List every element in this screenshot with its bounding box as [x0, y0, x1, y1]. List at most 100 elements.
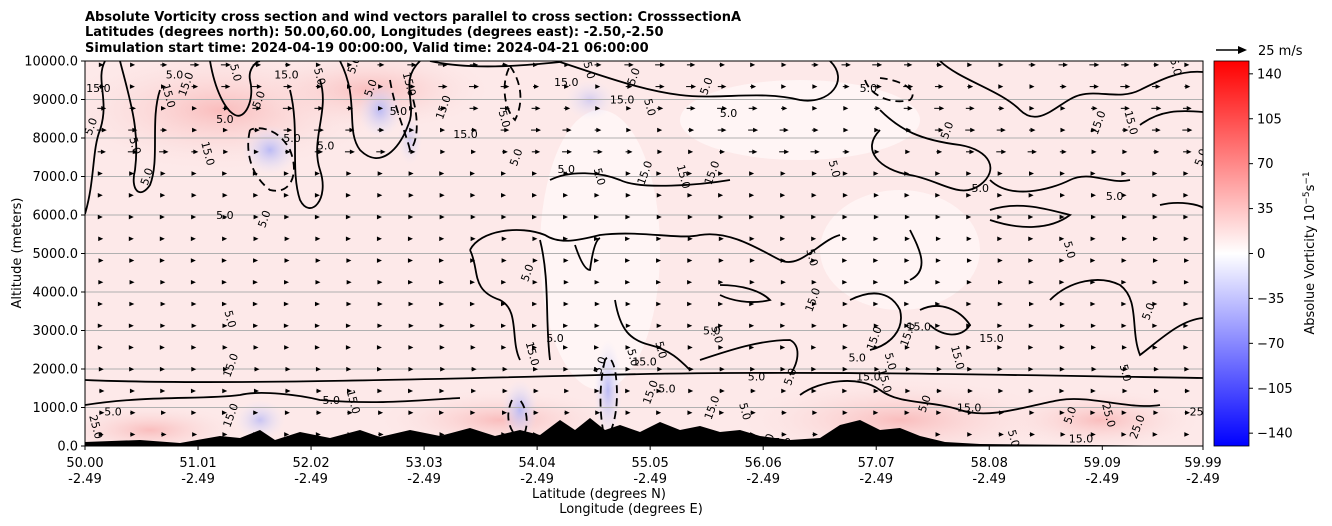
wind-vector-head	[191, 323, 197, 329]
contour-line	[719, 284, 772, 303]
wind-vector-head	[287, 84, 293, 89]
wind-vector-head	[690, 62, 696, 68]
wind-vector-head	[1090, 171, 1096, 176]
wind-vector-head	[376, 258, 382, 263]
wind-vector-head	[285, 62, 291, 68]
wind-vector-head	[535, 127, 541, 133]
wind-vector-head	[222, 388, 228, 394]
wind-vector-head	[101, 106, 107, 111]
wind-vector-head	[656, 236, 662, 242]
wind-vector-head	[904, 214, 910, 220]
x-tick-label-lat: 54.04	[519, 456, 556, 471]
wind-vector-head	[408, 279, 414, 285]
wind-vector-head	[687, 301, 693, 307]
wind-vector-head	[873, 345, 879, 350]
wind-vector-head	[625, 323, 631, 329]
wind-vector-head	[935, 192, 941, 198]
contour-label: 5.0	[736, 401, 753, 421]
wind-vector-head	[811, 301, 817, 307]
wind-vector-head	[411, 62, 417, 68]
wind-vector-head	[98, 62, 104, 68]
wind-vector-head	[222, 171, 228, 176]
contour-label: 5.0	[1167, 57, 1184, 77]
wind-vector-head	[1059, 345, 1065, 350]
wind-vector-head	[749, 236, 755, 242]
wind-vector-head	[470, 410, 476, 416]
wind-vector-head	[781, 62, 787, 68]
wind-vector-head	[473, 84, 479, 89]
wind-vector-head	[284, 236, 290, 242]
wind-vector-head	[749, 323, 755, 329]
wind-vector-head	[1091, 366, 1097, 372]
wind-vector-head	[253, 258, 259, 263]
field-blob	[358, 82, 402, 138]
negative-contour-line	[389, 79, 418, 152]
colorbar-tick-label: −105	[1257, 382, 1293, 397]
wind-vector-head	[718, 301, 724, 307]
wind-vector-head	[781, 410, 787, 416]
contour-line	[909, 229, 923, 281]
wind-vector-head	[625, 258, 631, 263]
wind-vector-head	[345, 345, 351, 350]
wind-vector-head	[470, 258, 476, 263]
wind-vector-head	[749, 214, 755, 220]
wind-vector-head	[378, 106, 384, 111]
wind-vector-head	[563, 301, 569, 307]
wind-vector-head	[627, 84, 633, 89]
wind-vector-head	[315, 366, 321, 372]
wind-vector-head	[1121, 171, 1127, 176]
wind-vector-head	[161, 432, 167, 437]
wind-vector-head	[594, 192, 600, 198]
wind-vector-head	[842, 171, 848, 176]
wind-vector-head	[811, 366, 817, 372]
wind-vector-head	[129, 301, 135, 307]
wind-vector-head	[722, 106, 728, 111]
wind-vector-head	[222, 214, 228, 220]
contour-label: 5.0	[518, 262, 536, 283]
contour-label: 5.0	[882, 351, 899, 371]
wind-vector-head	[440, 366, 446, 372]
wind-vector-head	[500, 323, 506, 329]
contour-label: 5.0	[916, 393, 934, 414]
wind-vector-head	[935, 236, 941, 242]
wind-vector-head	[377, 279, 383, 285]
contour-label: 15.0	[274, 68, 299, 81]
wind-vector-head	[1156, 106, 1162, 111]
wind-vector-head	[873, 432, 879, 437]
vorticity-field	[85, 61, 1203, 446]
wind-vector-head	[780, 236, 786, 242]
wind-vector-head	[100, 149, 106, 155]
wind-vector-head	[997, 345, 1003, 350]
wind-vector-head	[1186, 106, 1192, 111]
wind-vector-head	[656, 279, 662, 285]
wind-vector-head	[1184, 410, 1190, 416]
contour-line	[871, 109, 992, 192]
wind-vector-head	[999, 106, 1005, 111]
wind-vector-head	[1153, 236, 1159, 242]
wind-vector-head	[1091, 345, 1097, 350]
wind-vector-head	[656, 171, 662, 176]
contour-label: 15.0	[875, 367, 894, 394]
wind-vector-head	[284, 345, 290, 350]
wind-vector-head	[315, 258, 321, 263]
wind-vector-head	[160, 323, 166, 329]
wind-vector-head	[441, 106, 447, 111]
wind-vector-head	[410, 149, 416, 155]
wind-vector-head	[904, 258, 910, 263]
wind-vector-head	[130, 410, 136, 416]
wind-vector-head	[535, 106, 541, 111]
wind-vector-head	[594, 323, 600, 329]
wind-vector-head	[688, 388, 694, 394]
wind-vector-head	[656, 323, 662, 329]
wind-vector-head	[191, 345, 197, 350]
wind-vector-head	[657, 366, 663, 372]
x-tick-label-lon: -2.49	[972, 472, 1006, 487]
wind-vector-head	[780, 323, 786, 329]
wind-vector-head	[1030, 127, 1036, 133]
wind-vector-head	[501, 236, 507, 242]
wind-vector-head	[842, 345, 848, 350]
wind-vector-head	[1154, 62, 1160, 68]
wind-vector-head	[347, 432, 353, 437]
wind-vector-head	[223, 149, 229, 155]
y-tick-label: 7000.0	[33, 170, 79, 185]
